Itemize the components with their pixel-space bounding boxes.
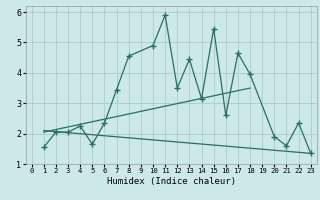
X-axis label: Humidex (Indice chaleur): Humidex (Indice chaleur) (107, 177, 236, 186)
